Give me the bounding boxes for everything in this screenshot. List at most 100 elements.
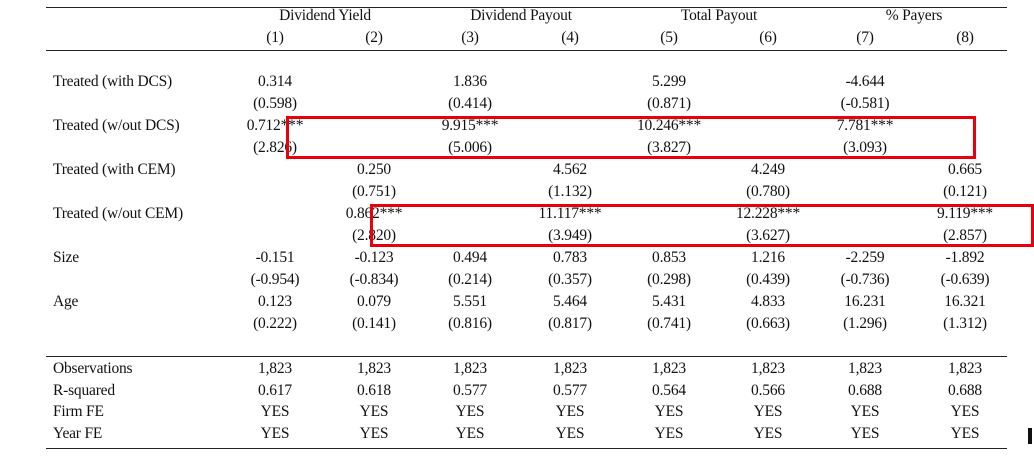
tstat-cell: (3.627) <box>746 227 790 244</box>
column-number: (8) <box>956 29 974 46</box>
footer-value-cell: 1,823 <box>553 360 587 377</box>
coefficient-cell: -2.259 <box>845 249 885 266</box>
column-number: (6) <box>759 29 777 46</box>
coefficient-cell: -4.644 <box>845 73 885 90</box>
tstat-cell: (3.093) <box>843 139 887 156</box>
tstat-cell: (2.857) <box>943 227 987 244</box>
coefficient-cell: 9.915*** <box>441 117 499 134</box>
tstat-cell: (1.296) <box>843 315 887 332</box>
tstat-cell: (-0.581) <box>840 95 890 112</box>
tstat-cell: (0.751) <box>352 183 396 200</box>
footer-value-cell: YES <box>850 403 880 420</box>
tstat-cell: (0.222) <box>253 315 297 332</box>
coefficient-cell: 16.321 <box>944 293 986 310</box>
column-number: (2) <box>365 29 383 46</box>
footer-value-cell: 0.618 <box>357 382 391 399</box>
coefficient-cell: 0.665 <box>948 161 982 178</box>
tstat-cell: (5.006) <box>448 139 492 156</box>
tstat-cell: (1.132) <box>548 183 592 200</box>
footer-label: R-squared <box>53 382 115 399</box>
column-number: (4) <box>561 29 579 46</box>
footer-value-cell: 0.688 <box>948 382 982 399</box>
footer-value-cell: YES <box>654 425 684 442</box>
row-label: Age <box>53 293 79 310</box>
tstat-cell: (3.949) <box>548 227 592 244</box>
column-number: (5) <box>660 29 678 46</box>
row-label: Treated (with CEM) <box>53 161 176 178</box>
footer-value-cell: YES <box>753 425 783 442</box>
tstat-cell: (0.141) <box>352 315 396 332</box>
coefficient-cell: 5.551 <box>453 293 487 310</box>
coefficient-cell: 1.836 <box>453 73 487 90</box>
footer-value-cell: 0.566 <box>751 382 785 399</box>
coefficient-cell: -0.123 <box>354 249 394 266</box>
footer-value-cell: 0.617 <box>258 382 292 399</box>
coefficient-cell: 5.431 <box>652 293 686 310</box>
footer-value-cell: YES <box>753 403 783 420</box>
coefficient-cell: 0.250 <box>357 161 391 178</box>
footer-value-cell: 0.577 <box>453 382 487 399</box>
row-label: Treated (w/out DCS) <box>53 117 180 134</box>
group-header: Dividend Payout <box>470 7 572 24</box>
text-cursor-mark <box>1028 428 1032 444</box>
footer-value-cell: YES <box>950 403 980 420</box>
row-label: Treated (with DCS) <box>53 73 172 90</box>
footer-value-cell: 0.564 <box>652 382 686 399</box>
coefficient-cell: 4.249 <box>751 161 785 178</box>
tstat-cell: (0.663) <box>746 315 790 332</box>
tstat-cell: (0.439) <box>746 271 790 288</box>
row-label: Treated (w/out CEM) <box>53 205 183 222</box>
footer-value-cell: YES <box>455 425 485 442</box>
footer-value-cell: 1,823 <box>848 360 882 377</box>
tstat-cell: (0.871) <box>647 95 691 112</box>
tstat-cell: (-0.639) <box>940 271 990 288</box>
footer-value-cell: 1,823 <box>652 360 686 377</box>
footer-value-cell: 0.688 <box>848 382 882 399</box>
tstat-cell: (0.357) <box>548 271 592 288</box>
coefficient-cell: 0.783 <box>553 249 587 266</box>
footer-value-cell: YES <box>260 425 290 442</box>
coefficient-cell: 4.562 <box>553 161 587 178</box>
coefficient-cell: 10.246*** <box>636 117 702 134</box>
coefficient-cell: -1.892 <box>945 249 985 266</box>
coefficient-cell: 5.464 <box>553 293 587 310</box>
coefficient-cell: 9.119*** <box>937 205 993 222</box>
tstat-cell: (-0.736) <box>840 271 890 288</box>
tstat-cell: (0.121) <box>943 183 987 200</box>
tstat-cell: (0.816) <box>448 315 492 332</box>
tstat-cell: (0.298) <box>647 271 691 288</box>
coefficient-cell: -0.151 <box>255 249 295 266</box>
footer-value-cell: 0.577 <box>553 382 587 399</box>
highlight-box-wout-cem <box>370 204 1034 247</box>
tstat-cell: (0.817) <box>548 315 592 332</box>
footer-value-cell: 1,823 <box>357 360 391 377</box>
rule-bottom <box>46 448 1007 449</box>
tstat-cell: (0.414) <box>448 95 492 112</box>
row-label: Size <box>53 249 79 266</box>
footer-value-cell: 1,823 <box>258 360 292 377</box>
footer-value-cell: YES <box>455 403 485 420</box>
coefficient-cell: 5.299 <box>652 73 686 90</box>
coefficient-cell: 11.117*** <box>538 205 602 222</box>
footer-value-cell: YES <box>359 425 389 442</box>
footer-label: Year FE <box>53 425 103 442</box>
coefficient-cell: 0.123 <box>258 293 292 310</box>
tstat-cell: (0.780) <box>746 183 790 200</box>
coefficient-cell: 12.228*** <box>735 205 801 222</box>
coefficient-cell: 0.862*** <box>345 205 403 222</box>
footer-value-cell: 1,823 <box>453 360 487 377</box>
group-header: Dividend Yield <box>279 7 371 24</box>
coefficient-cell: 4.833 <box>751 293 785 310</box>
tstat-cell: (0.741) <box>647 315 691 332</box>
column-number: (7) <box>856 29 874 46</box>
coefficient-cell: 0.314 <box>258 73 292 90</box>
footer-value-cell: 1,823 <box>948 360 982 377</box>
column-number: (1) <box>266 29 284 46</box>
coefficient-cell: 0.079 <box>357 293 391 310</box>
group-header: Total Payout <box>680 7 758 24</box>
column-number: (3) <box>461 29 479 46</box>
coefficient-cell: 0.494 <box>453 249 487 266</box>
tstat-cell: (0.598) <box>253 95 297 112</box>
footer-value-cell: YES <box>654 403 684 420</box>
